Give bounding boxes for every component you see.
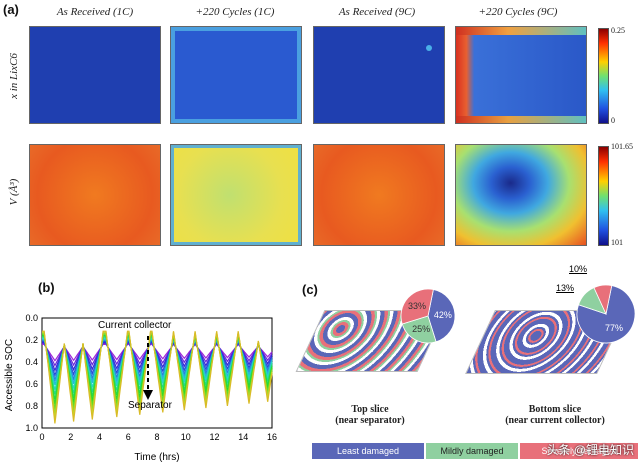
x-tick-label: 2 xyxy=(68,432,73,442)
colorbar-top xyxy=(598,28,609,124)
map-v-220cycles-9c xyxy=(455,144,587,246)
pie-slice-least xyxy=(427,289,456,343)
soc-chart: 0 2 4 6 8 10 12 14 16 0.0 0.2 0.4 0.6 0.8 1.0 Current… xyxy=(4,313,277,463)
x-tick-label: 14 xyxy=(238,432,248,442)
pie-slice-very xyxy=(593,284,613,316)
bottom-pie-label-13: 13% xyxy=(556,283,575,293)
top-slice-line1: Top slice xyxy=(351,404,389,415)
map-edge-bottom xyxy=(456,116,586,123)
top-pie-group: 42% 25% 33% xyxy=(400,288,456,344)
y-ticks: 0.0 0.2 0.4 0.6 0.8 1.0 xyxy=(25,313,38,433)
annotation-current-collector: Current collector xyxy=(98,320,172,331)
col-title-3: As Received (9C) xyxy=(338,6,416,18)
colorbar-bottom xyxy=(598,146,609,246)
x-tick-label: 0 xyxy=(39,432,44,442)
row-label-v: V (Å³) xyxy=(8,178,20,206)
bottom-pie-group: 77% xyxy=(576,284,636,344)
map-v-asreceived-1c xyxy=(29,144,161,246)
bottom-pie-chart: 77% xyxy=(576,284,636,344)
panel-b-label: (b) xyxy=(38,280,55,295)
pie-slice-very xyxy=(400,288,434,325)
x-axis-label: Time (hrs) xyxy=(134,452,179,463)
x-tick-label: 4 xyxy=(97,432,102,442)
col-title-1: As Received (1C) xyxy=(56,6,134,18)
panel-c-label: (c) xyxy=(302,282,318,297)
bottom-slice-line1: Bottom slice xyxy=(528,404,582,415)
x-tick-label: 16 xyxy=(267,432,277,442)
map-x-asreceived-1c xyxy=(29,26,161,124)
soc-series-group xyxy=(42,330,273,424)
bottom-slice-line2: (near current collector) xyxy=(505,415,605,426)
legend-mildly-damaged: Mildly damaged xyxy=(426,443,518,459)
row-label-x: x in LixC6 xyxy=(8,53,20,99)
x-tick-label: 10 xyxy=(181,432,191,442)
top-slice-line2: (near separator) xyxy=(335,415,405,426)
map-v-asreceived-9c xyxy=(313,144,445,246)
soc-series-line xyxy=(42,330,273,424)
bottom-slice-label: Bottom slice (near current collector) xyxy=(475,404,635,426)
x-tick-label: 6 xyxy=(126,432,131,442)
map-x-220cycles-9c xyxy=(455,26,587,124)
y-tick-label: 0.2 xyxy=(25,335,38,345)
col-title-4: +220 Cycles (9C) xyxy=(478,6,558,18)
top-pie-chart: 42% 25% 33% xyxy=(400,288,456,344)
y-tick-label: 0.0 xyxy=(25,313,38,323)
map-v-220cycles-1c xyxy=(170,144,302,246)
watermark: 头条 @锂电知识 xyxy=(546,443,634,457)
pie-label-least: 77% xyxy=(605,323,623,333)
y-axis-label: Accessible SOC xyxy=(4,339,15,411)
legend-least-damaged: Least damaged xyxy=(312,443,424,459)
pie-label-mildly: 25% xyxy=(412,324,430,334)
colorbar-top-min: 0 xyxy=(611,116,615,125)
col-title-2: +220 Cycles (1C) xyxy=(195,6,275,18)
pie-label-very: 33% xyxy=(408,301,426,311)
y-tick-label: 0.4 xyxy=(25,357,38,367)
top-slice-label: Top slice (near separator) xyxy=(300,404,440,426)
y-tick-label: 0.8 xyxy=(25,401,38,411)
map-hotspot xyxy=(426,45,432,51)
panel-a-label: (a) xyxy=(3,2,19,17)
arrow-head-icon xyxy=(143,390,153,400)
y-tick-label: 0.6 xyxy=(25,379,38,389)
x-tick-label: 12 xyxy=(209,432,219,442)
y-tick-label: 1.0 xyxy=(25,423,38,433)
pie-slice-mildly xyxy=(401,315,437,344)
map-x-asreceived-9c xyxy=(313,26,445,124)
x-tick-label: 8 xyxy=(154,432,159,442)
map-x-220cycles-1c xyxy=(170,26,302,124)
map-edge-top xyxy=(456,27,586,35)
colorbar-bottom-max: 101.65 xyxy=(611,142,633,151)
legend-severely-damaged: Severely damaged xyxy=(520,443,638,459)
bottom-pie-label-10: 10% xyxy=(569,264,588,274)
annotation-separator: Separator xyxy=(128,400,173,411)
pie-label-least: 42% xyxy=(434,310,452,320)
x-ticks: 0 2 4 6 8 10 12 14 16 xyxy=(39,432,277,442)
colorbar-bottom-min: 101 xyxy=(611,238,623,247)
colorbar-top-max: 0.25 xyxy=(611,26,625,35)
